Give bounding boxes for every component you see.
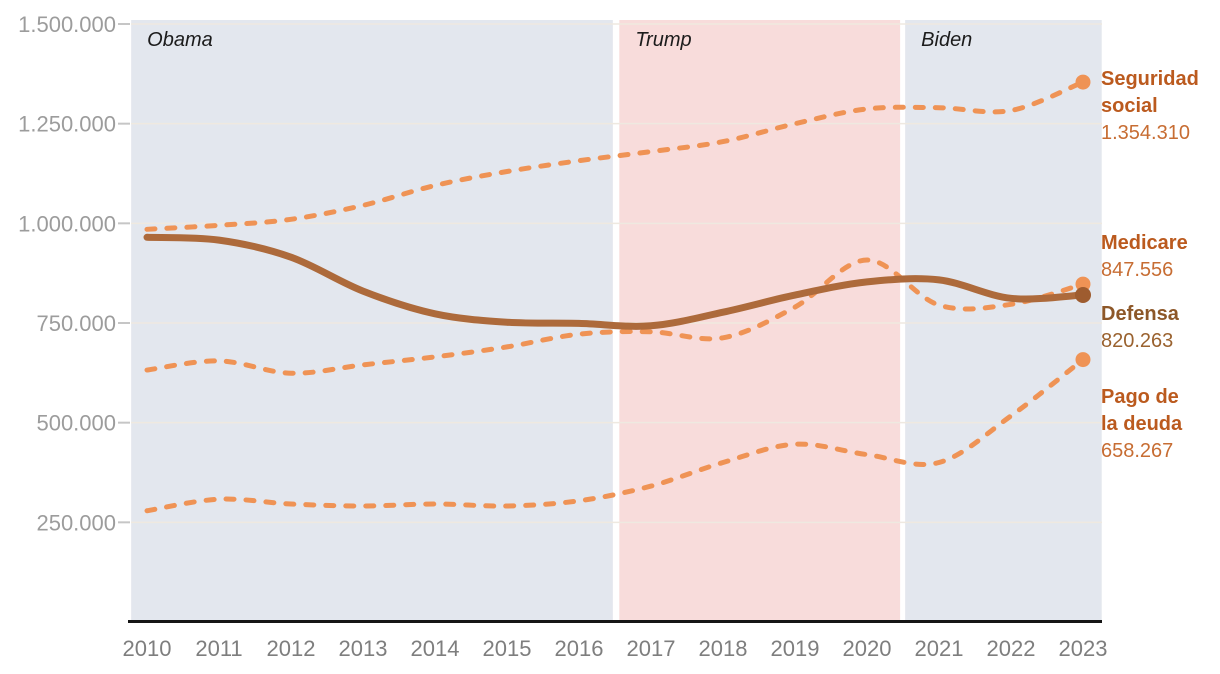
x-tick-label-2018: 2018 bbox=[699, 636, 748, 661]
y-tick-label: 750.000 bbox=[36, 311, 116, 336]
series-end-dot-defensa bbox=[1075, 286, 1091, 303]
era-label-obama: Obama bbox=[147, 29, 213, 51]
series-line-medicare bbox=[144, 257, 1086, 376]
x-tick-label-2016: 2016 bbox=[555, 636, 604, 661]
x-tick-label-2011: 2011 bbox=[195, 636, 242, 661]
series-line-defensa bbox=[143, 233, 1087, 330]
series-end-dot-seguridad-social bbox=[1075, 74, 1091, 90]
era-label-biden: Biden bbox=[921, 29, 972, 51]
series-line-pago-de-la-deuda bbox=[144, 357, 1086, 514]
y-tick-label: 1.000.000 bbox=[18, 211, 116, 236]
x-tick-label-2015: 2015 bbox=[483, 636, 532, 661]
x-tick-label-2021: 2021 bbox=[915, 636, 964, 661]
x-tick-label-2020: 2020 bbox=[843, 636, 892, 661]
y-tick-label: 1.500.000 bbox=[18, 12, 116, 37]
series-end-dot-medicare bbox=[1075, 276, 1091, 292]
x-axis-line bbox=[128, 620, 1102, 623]
x-tick-label-2010: 2010 bbox=[123, 636, 172, 661]
era-band-biden bbox=[905, 20, 1102, 621]
era-label-trump: Trump bbox=[635, 29, 691, 51]
x-tick-label-2022: 2022 bbox=[987, 636, 1036, 661]
x-tick-label-2013: 2013 bbox=[339, 636, 388, 661]
y-tick-label: 1.250.000 bbox=[18, 112, 116, 137]
y-tick-label: 500.000 bbox=[36, 411, 116, 436]
x-tick-label-2019: 2019 bbox=[771, 636, 820, 661]
series-end-dot-pago-de-la-deuda bbox=[1075, 352, 1091, 368]
x-tick-label-2014: 2014 bbox=[411, 636, 460, 661]
x-tick-label-2017: 2017 bbox=[627, 636, 676, 661]
y-tick-label: 250.000 bbox=[36, 510, 116, 535]
x-tick-label-2012: 2012 bbox=[267, 636, 316, 661]
x-tick-label-2023: 2023 bbox=[1059, 636, 1108, 661]
